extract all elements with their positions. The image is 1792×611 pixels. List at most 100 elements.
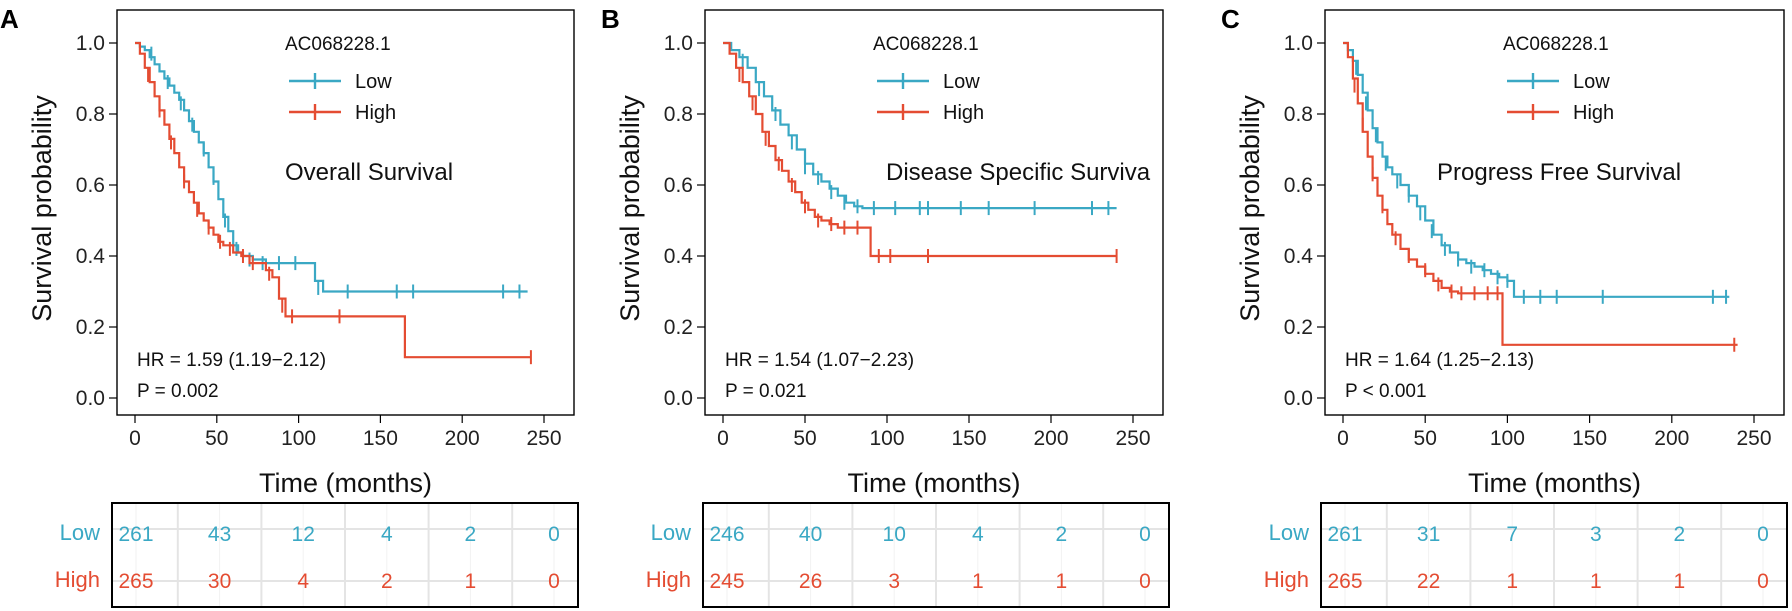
x-tick-label: 200 [445,427,480,450]
risk-count-high: 1 [465,570,477,593]
x-tick-label: 0 [129,427,141,450]
risk-count-high: 30 [208,570,231,593]
y-axis-title: Survival probability [1235,95,1265,322]
survival-curve-high [1343,41,1738,346]
x-axis-title: Time (months) [259,468,432,498]
risk-table-frame [702,502,1170,608]
risk-count-low: 246 [709,523,744,546]
hazard-ratio-text: HR = 1.64 (1.25−2.13) [1345,350,1534,371]
x-tick-label: 150 [363,427,398,450]
survival-curve-low [135,41,528,293]
risk-count-low: 2 [1674,523,1686,546]
risk-count-high: 0 [1757,570,1769,593]
risk-count-low: 10 [883,523,906,546]
risk-count-high: 245 [709,570,744,593]
risk-row-label-high: High [646,567,691,592]
risk-row-label-low: Low [651,520,691,545]
x-tick-label: 200 [1033,427,1068,450]
risk-count-high: 1 [1056,570,1068,593]
x-tick-label: 250 [1736,427,1771,450]
legend-label-low: Low [1573,71,1610,93]
risk-count-high: 1 [1674,570,1686,593]
hazard-ratio-text: HR = 1.59 (1.19−2.12) [137,350,326,371]
risk-count-high: 1 [972,570,984,593]
risk-count-low: 2 [465,523,477,546]
risk-row-label-low: Low [1269,520,1309,545]
x-axis-title: Time (months) [1468,468,1641,498]
panel-letter: A [0,4,19,34]
x-axis-title: Time (months) [847,468,1020,498]
survival-type-title: Progress Free Survival [1437,159,1681,186]
risk-count-high: 22 [1417,570,1440,593]
risk-row-label-high: High [1264,567,1309,592]
y-tick-label: 0.4 [76,245,106,268]
risk-count-high: 0 [1139,570,1151,593]
risk-count-high: 26 [799,570,822,593]
legend-title: AC068228.1 [873,34,979,55]
risk-count-low: 2 [1056,523,1068,546]
survival-type-title: Overall Survival [285,159,453,186]
risk-count-low: 0 [548,523,560,546]
y-tick-label: 0.2 [664,316,693,339]
x-tick-label: 50 [1414,427,1437,450]
risk-count-low: 43 [208,523,231,546]
y-tick-label: 0.8 [76,103,105,126]
risk-count-low: 0 [1757,523,1769,546]
risk-table: Low 261 43 12 4 2 0 High 265 30 4 2 1 0 [55,502,579,608]
x-tick-label: 250 [526,427,561,450]
risk-count-high: 3 [888,570,900,593]
risk-count-high: 265 [118,570,153,593]
legend-label-low: Low [943,71,980,93]
risk-count-high: 0 [548,570,560,593]
survival-curve-low [723,41,1117,210]
risk-count-low: 261 [118,523,153,546]
y-tick-label: 1.0 [76,32,105,55]
y-tick-label: 0.2 [1284,316,1313,339]
y-tick-label: 1.0 [664,32,693,55]
p-value-text: P = 0.002 [137,381,219,402]
legend-label-high: High [1573,102,1614,124]
plot-frame [704,9,1164,416]
survival-curve-low [1343,41,1730,298]
y-tick-label: 0.8 [664,103,693,126]
risk-count-low: 261 [1327,523,1362,546]
y-axis-title: Survival probability [615,95,645,322]
legend-label-low: Low [355,71,392,93]
x-tick-label: 100 [281,427,316,450]
legend-title: AC068228.1 [285,34,391,55]
y-tick-label: 0.2 [76,316,105,339]
risk-count-high: 265 [1327,570,1362,593]
plot-frame [1324,9,1785,416]
panel-letter: B [601,4,620,34]
risk-table-frame [111,502,579,608]
survival-curve-high [723,41,1117,258]
survival-curve-high [135,41,531,359]
hazard-ratio-text: HR = 1.54 (1.07−2.23) [725,350,914,371]
plot-frame [116,9,575,416]
risk-count-low: 0 [1139,523,1151,546]
x-tick-label: 0 [717,427,729,450]
y-tick-label: 0.4 [664,245,694,268]
risk-count-low: 3 [1590,523,1602,546]
legend-label-high: High [355,102,396,124]
risk-count-low: 4 [972,523,984,546]
risk-count-low: 40 [799,523,822,546]
y-tick-label: 0.4 [1284,245,1314,268]
risk-row-label-low: Low [60,520,100,545]
y-axis-title: Survival probability [27,95,57,322]
p-value-text: P = 0.021 [725,381,807,402]
x-tick-label: 0 [1337,427,1349,450]
risk-count-low: 12 [292,523,315,546]
legend-label-high: High [943,102,984,124]
panel-letter: C [1221,4,1240,34]
x-tick-label: 100 [1490,427,1525,450]
x-tick-label: 50 [793,427,816,450]
legend-title: AC068228.1 [1503,34,1609,55]
risk-row-label-high: High [55,567,100,592]
y-tick-label: 0.0 [664,387,693,410]
y-tick-label: 0.6 [1284,174,1313,197]
y-tick-label: 0.8 [1284,103,1313,126]
